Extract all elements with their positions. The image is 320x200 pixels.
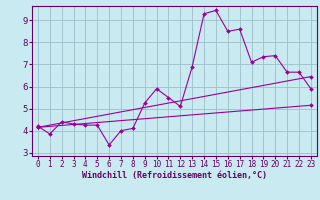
X-axis label: Windchill (Refroidissement éolien,°C): Windchill (Refroidissement éolien,°C): [82, 171, 267, 180]
